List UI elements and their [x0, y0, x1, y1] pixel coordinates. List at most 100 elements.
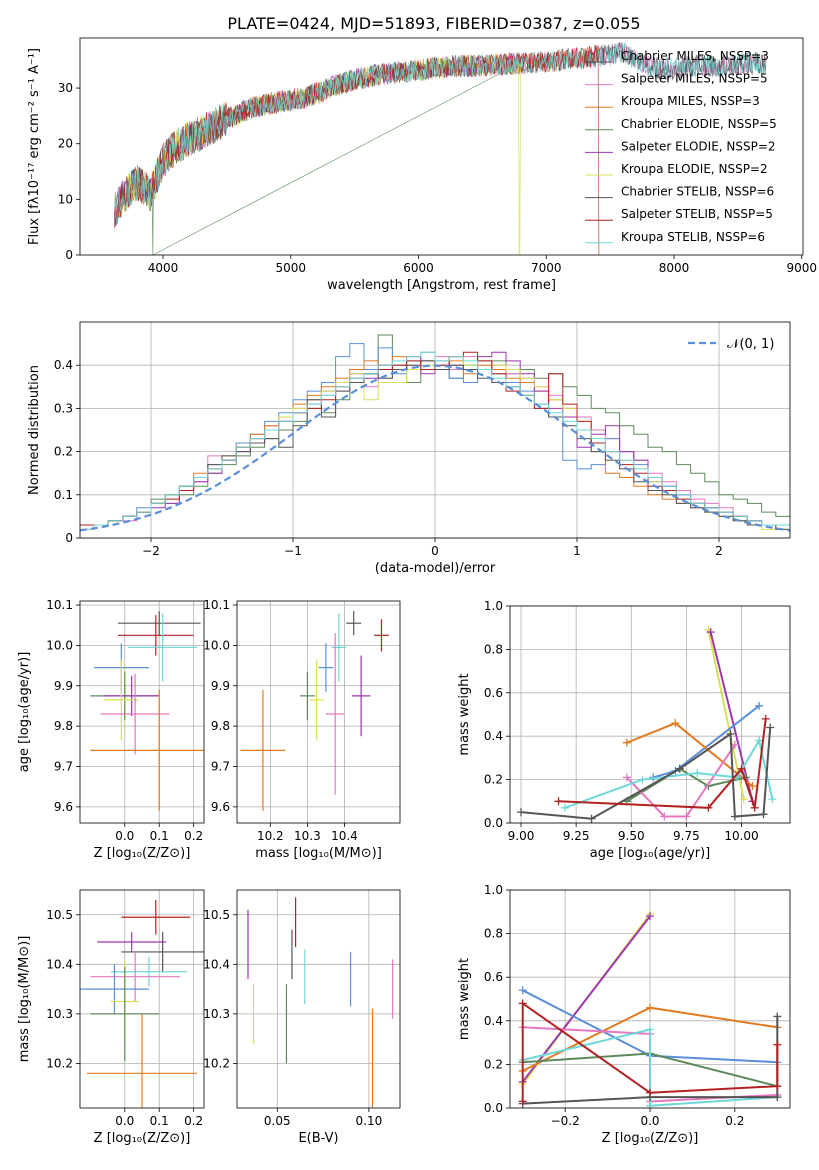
y-tick-label: 0.1	[54, 488, 73, 502]
weight-marker	[773, 1040, 782, 1049]
y-tick-label: 0.2	[484, 773, 503, 787]
weight-marker	[755, 736, 764, 745]
x-tick-label: 0.0	[640, 1114, 659, 1128]
weight-marker	[704, 803, 713, 812]
weight-marker	[518, 1097, 527, 1106]
y-tick-label: 10.1	[203, 598, 230, 612]
x-tick-label: −0.2	[551, 1114, 580, 1128]
x-tick-label: 0.2	[184, 1114, 203, 1128]
x-tick-label: 9.25	[563, 829, 590, 843]
x-tick-label: 0.2	[725, 1114, 744, 1128]
y-tick-label: 1.0	[484, 883, 503, 897]
y-tick-label: 9.8	[211, 719, 230, 733]
weight-line-0	[707, 629, 745, 800]
weight-marker	[761, 714, 770, 723]
axes-frame	[509, 605, 791, 824]
weight-marker	[726, 730, 735, 739]
x-tick-label: 4000	[148, 261, 179, 275]
plot-area	[90, 611, 204, 811]
y-tick-label: 10.3	[203, 1007, 230, 1021]
weight-marker	[646, 1088, 654, 1097]
y-tick-label: 10.1	[46, 598, 73, 612]
weight-marker	[622, 738, 631, 747]
x-axis-label: Z [log₁₀(Z/Z⊙)]	[94, 846, 191, 861]
weight-marker	[773, 1012, 782, 1021]
weight-marker	[682, 812, 691, 821]
y-tick-label: 1.0	[484, 599, 503, 613]
weight-marker	[730, 812, 739, 821]
x-axis-label: mass [log₁₀(M/M⊙)]	[255, 846, 382, 861]
weight-marker	[766, 723, 775, 732]
y-axis-label: mass weight	[457, 958, 472, 1040]
weight-marker	[773, 1082, 782, 1091]
panel-weight-vs-Z: −0.2 0.0 0.2 0.0 0.2 0.4 0.6 0.8 1.0 Z [log₁₀(Z/Z…	[457, 883, 791, 1146]
y-tick-label: 0.4	[484, 1014, 503, 1028]
y-axis-label: mass [log₁₀(M/M⊙)]	[17, 936, 32, 1063]
x-tick-label: 0.0	[115, 1114, 134, 1128]
panel-age-vs-Z: 0.0 0.1 0.2 9.6 9.7 9.8 9.9 10.0 10.1 Z [log₁₀(Z/…	[17, 598, 205, 861]
x-tick-label: 6000	[403, 261, 434, 275]
x-tick-label: 0.10	[356, 1114, 383, 1128]
plot-area	[114, 41, 767, 255]
panel-mass-vs-Z: 0.0 0.1 0.2 10.2 10.3 10.4 10.5 Z [log₁₀(Z/Z⊙)]…	[17, 889, 205, 1146]
x-tick-label: 0.1	[150, 1114, 169, 1128]
y-tick-label: 10.4	[203, 957, 230, 971]
weight-marker	[587, 814, 596, 823]
x-tick-label: 9.50	[618, 829, 645, 843]
weight-line-6	[522, 1028, 778, 1107]
spectrum-line-8	[114, 41, 767, 225]
panel-weight-vs-age: 9.00 9.25 9.50 9.75 10.00 0.0 0.2 0.4 0.6 0.8 1.0 a…	[457, 599, 791, 861]
legend-label: Salpeter ELODIE, NSSP=2	[621, 139, 776, 153]
y-tick-label: 10	[58, 192, 73, 206]
weight-marker	[739, 795, 748, 804]
x-tick-label: 0.1	[150, 829, 169, 843]
y-tick-label: 0.4	[484, 729, 503, 743]
x-tick-label: 7000	[531, 261, 562, 275]
weight-marker	[517, 808, 526, 817]
gaussian-curve	[80, 364, 790, 532]
y-tick-label: 10.4	[46, 957, 73, 971]
y-tick-label: 10.5	[203, 908, 230, 922]
legend-label: Salpeter STELIB, NSSP=5	[621, 207, 773, 221]
y-tick-label: 9.7	[54, 759, 73, 773]
weight-marker	[646, 1101, 654, 1108]
y-tick-label: 10.3	[46, 1007, 73, 1021]
spectrum-legend: Chabrier MILES, NSSP=3 Salpeter MILES, NS…	[585, 49, 777, 244]
y-tick-label: 0.0	[484, 1101, 503, 1115]
legend-label: Chabrier MILES, NSSP=3	[621, 49, 769, 63]
x-tick-label: 0.0	[115, 829, 134, 843]
x-tick-label: 10.00	[724, 829, 758, 843]
weight-marker	[730, 740, 739, 749]
x-tick-label: 8000	[659, 261, 690, 275]
axes-frame	[79, 37, 804, 256]
spectrum-line-7	[114, 44, 600, 255]
weight-marker	[773, 1093, 782, 1102]
axes-frame	[236, 600, 401, 824]
y-tick-label: 20	[58, 137, 73, 151]
legend-label-gaussian: 𝒩(0, 1)	[727, 337, 774, 352]
y-tick-label: 0.3	[54, 401, 73, 415]
y-axis-label: age [log₁₀(age/yr)]	[17, 652, 32, 773]
weight-marker	[768, 795, 777, 804]
weight-marker	[554, 797, 563, 806]
weight-marker	[759, 810, 768, 819]
y-tick-label: 0.8	[484, 642, 503, 656]
weight-marker	[646, 1003, 654, 1012]
legend-label: Kroupa ELODIE, NSSP=2	[621, 162, 768, 176]
x-tick-label: 10.4	[331, 829, 358, 843]
x-tick-label: −1	[284, 544, 302, 558]
x-axis-label: E(B-V)	[298, 1131, 338, 1146]
x-tick-label: 0.2	[184, 829, 203, 843]
y-tick-label: 10.2	[46, 1056, 73, 1070]
x-axis-label: Z [log₁₀(Z/Z⊙)]	[94, 1131, 191, 1146]
x-tick-label: 5000	[275, 261, 306, 275]
y-tick-label: 0.6	[484, 686, 503, 700]
weight-marker	[622, 773, 631, 782]
y-axis-label: Flux [fλ10⁻¹⁷ erg cm⁻² s⁻¹ A⁻¹]	[27, 48, 42, 245]
weight-marker	[675, 764, 684, 773]
x-axis-label: (data-model)/error	[375, 561, 496, 576]
legend-label: Salpeter MILES, NSSP=5	[621, 72, 768, 86]
weight-marker	[693, 769, 702, 778]
y-tick-label: 0.2	[54, 445, 73, 459]
